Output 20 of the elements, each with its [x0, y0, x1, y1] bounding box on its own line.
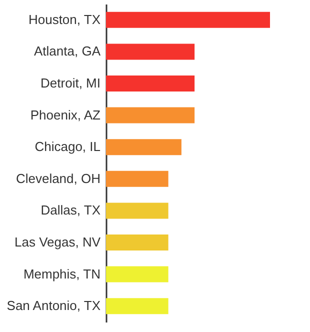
bar: [106, 170, 168, 187]
bar: [106, 266, 168, 282]
bar: [106, 298, 168, 314]
bar: [106, 44, 195, 60]
bar: [106, 12, 270, 28]
y-tick-label: Chicago, IL: [34, 139, 100, 154]
y-tick-label: Detroit, MI: [40, 76, 100, 90]
y-tick-label: Memphis, TN: [23, 266, 100, 282]
bar: [106, 234, 168, 250]
bar: [106, 76, 195, 92]
bar: [106, 107, 195, 124]
y-tick-label: San Antonio, TX: [6, 298, 101, 314]
bar: [106, 202, 168, 219]
y-tick-label: Atlanta, GA: [34, 44, 101, 59]
y-tick-label: Dallas, TX: [40, 202, 101, 218]
bar: [106, 139, 182, 156]
y-tick-label: Las Vegas, NV: [14, 234, 101, 250]
y-tick-label: Houston, TX: [28, 12, 101, 27]
y-tick-label: Cleveland, OH: [16, 170, 100, 186]
y-tick-label: Phoenix, AZ: [30, 107, 101, 122]
